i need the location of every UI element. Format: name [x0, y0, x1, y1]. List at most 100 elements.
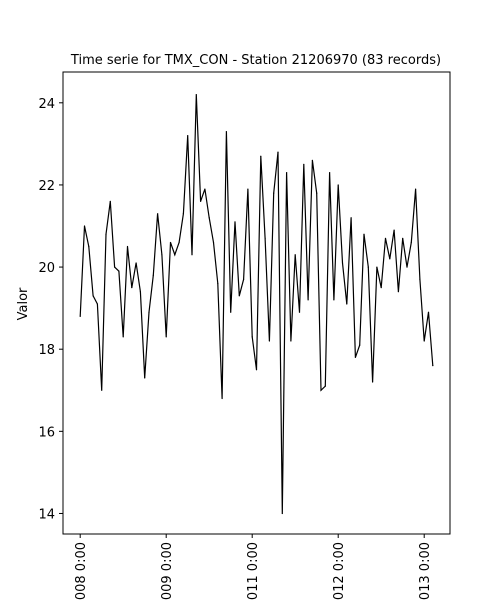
data-point — [397, 291, 399, 293]
x-tick-label: 2011 0:00 — [246, 542, 261, 600]
chart-title: Time serie for TMX_CON - Station 2120697… — [70, 53, 441, 68]
series-layer — [79, 93, 434, 515]
data-point — [105, 233, 107, 235]
data-point — [178, 241, 180, 244]
x-tick-label: 2013 0:00 — [418, 542, 433, 600]
data-point — [320, 389, 322, 391]
data-point — [122, 336, 124, 338]
data-point — [427, 311, 430, 313]
y-tick-label: 20 — [38, 261, 55, 276]
data-point — [393, 229, 395, 231]
data-point — [148, 311, 150, 313]
data-point — [234, 221, 236, 223]
data-point — [341, 262, 344, 264]
data-point — [329, 172, 331, 174]
data-point — [131, 287, 133, 289]
data-point — [208, 217, 210, 219]
data-point — [157, 213, 159, 215]
data-point — [169, 241, 172, 244]
data-point — [372, 381, 374, 383]
data-point — [139, 291, 141, 293]
data-point — [118, 270, 120, 272]
data-point — [311, 159, 313, 161]
data-point — [79, 315, 81, 317]
x-axis: 2008 0:00 2009 0:00 2011 0:00 2012 0:00 2013… — [74, 534, 433, 600]
data-point — [161, 254, 163, 256]
data-point — [221, 397, 223, 400]
data-point — [264, 237, 266, 239]
data-point — [135, 262, 137, 264]
data-point — [363, 233, 365, 235]
data-point — [410, 241, 412, 244]
data-point — [389, 258, 391, 260]
data-point — [260, 155, 262, 157]
y-tick-label: 24 — [38, 97, 55, 112]
data-point — [273, 192, 275, 194]
y-axis: 14 16 18 20 22 24 — [38, 97, 63, 522]
data-point — [144, 377, 146, 379]
data-point — [415, 188, 417, 190]
data-point — [230, 311, 232, 313]
data-point — [294, 254, 296, 256]
plot-frame — [62, 71, 451, 535]
data-point — [359, 344, 361, 346]
data-point — [92, 295, 94, 297]
data-point — [350, 217, 352, 219]
data-point — [419, 278, 421, 280]
data-point — [281, 512, 283, 515]
data-point — [251, 336, 253, 338]
y-tick-label: 22 — [38, 179, 55, 194]
y-axis-label: Valor — [16, 287, 31, 320]
data-point — [195, 93, 197, 96]
data-point — [96, 303, 98, 305]
data-point — [243, 278, 245, 280]
x-tick-label: 2009 0:00 — [160, 542, 175, 600]
data-point — [152, 274, 154, 276]
data-point — [406, 266, 408, 268]
data-point — [182, 213, 184, 215]
data-point — [367, 266, 369, 268]
data-point — [432, 365, 434, 367]
data-point — [303, 163, 305, 165]
data-point — [187, 135, 189, 137]
data-point — [298, 311, 301, 313]
data-point — [402, 237, 404, 239]
data-point — [376, 266, 378, 268]
data-point — [380, 287, 382, 289]
data-point — [88, 245, 90, 248]
data-point — [423, 340, 425, 342]
y-tick-label: 16 — [38, 425, 55, 440]
data-point — [384, 237, 387, 239]
x-tick-label: 2012 0:00 — [332, 542, 347, 600]
data-point — [316, 192, 318, 194]
data-point — [200, 200, 202, 202]
data-point — [307, 299, 309, 301]
data-point — [101, 389, 103, 391]
x-tick-label: 2008 0:00 — [74, 542, 89, 600]
data-point — [238, 295, 240, 297]
data-point — [247, 188, 249, 190]
data-point — [83, 225, 86, 227]
data-point — [324, 385, 326, 387]
data-point — [354, 356, 356, 359]
data-point — [268, 340, 270, 342]
data-point — [174, 254, 176, 256]
data-point — [109, 200, 111, 202]
data-point — [225, 130, 227, 133]
data-point — [290, 340, 292, 342]
data-point — [114, 266, 116, 268]
series-line — [79, 94, 434, 514]
data-point — [165, 336, 167, 338]
data-point — [191, 254, 193, 256]
data-point — [126, 245, 129, 248]
data-point — [286, 172, 288, 174]
data-point — [217, 282, 219, 285]
data-point — [255, 369, 258, 371]
y-tick-label: 18 — [38, 343, 55, 358]
data-point — [277, 151, 279, 153]
data-point — [204, 188, 206, 190]
y-tick-label: 14 — [38, 507, 55, 522]
data-point — [346, 303, 348, 305]
data-point — [333, 299, 335, 301]
